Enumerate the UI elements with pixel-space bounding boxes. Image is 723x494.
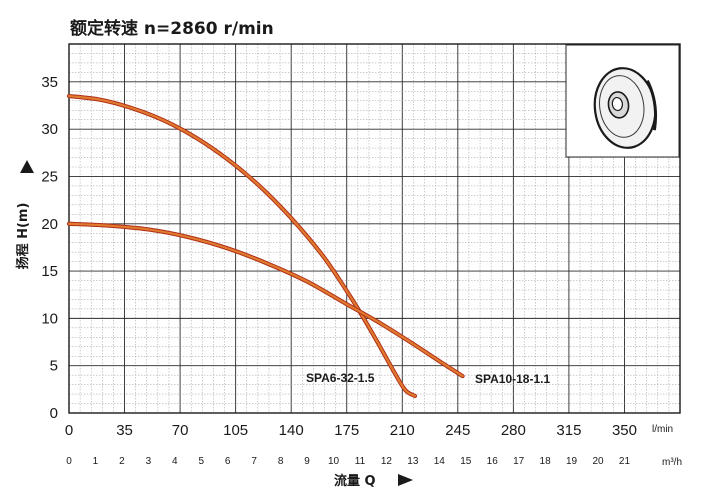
impeller-inset xyxy=(565,44,680,158)
x-unit-bottom: m³/h xyxy=(662,457,682,468)
x-axis-arrow-icon xyxy=(398,474,413,486)
y-tick-label: 5 xyxy=(50,358,58,375)
x2-tick-label: 17 xyxy=(513,456,525,467)
x-axis-title: 流量 Q xyxy=(334,473,413,489)
x2-tick-label: 11 xyxy=(355,456,366,467)
y-tick-label: 15 xyxy=(41,263,58,280)
curves-layer xyxy=(66,93,465,399)
series-line-spa10-outline xyxy=(66,221,465,379)
x2-tick-label: 8 xyxy=(278,456,284,467)
y-axis-title: 扬程 H(m) xyxy=(15,160,34,269)
x2-tick-label: 5 xyxy=(198,456,204,467)
x2-tick-label: 2 xyxy=(119,456,125,467)
x-tick-label: 35 xyxy=(116,422,133,439)
x-tick-label: 315 xyxy=(556,422,581,439)
x2-tick-label: 18 xyxy=(540,456,552,467)
x-axis-ticks-m3h: 0 1 2 3 4 5 6 7 8 9 10 11 12 13 14 15 16 17 18 19 20 21 xyxy=(66,456,630,467)
x-tick-label: 350 xyxy=(612,422,637,439)
x-axis-ticks-lpm: 0 35 70 105 140 175 210 245 280 315 350 xyxy=(65,422,637,439)
x2-tick-label: 19 xyxy=(566,456,578,467)
x-tick-label: 245 xyxy=(445,422,470,439)
x2-tick-label: 9 xyxy=(304,456,310,467)
y-axis-label: 扬程 H(m) xyxy=(15,203,31,270)
chart-title: 额定转速 n=2860 r/min xyxy=(70,18,274,39)
x-unit-top: l/min xyxy=(652,424,673,435)
series-line-spa10 xyxy=(67,222,464,378)
series-label-spa6: SPA6-32-1.5 xyxy=(306,371,375,385)
y-tick-label: 35 xyxy=(41,74,58,91)
y-tick-label: 0 xyxy=(50,405,58,422)
x2-tick-label: 16 xyxy=(487,456,499,467)
x2-tick-label: 10 xyxy=(328,456,340,467)
y-axis-arrow-icon xyxy=(20,160,34,173)
x2-tick-label: 6 xyxy=(225,456,231,467)
x2-tick-label: 0 xyxy=(66,456,72,467)
x2-tick-label: 3 xyxy=(146,456,152,467)
plot-frame xyxy=(68,43,681,414)
y-tick-label: 20 xyxy=(41,216,58,233)
x-tick-label: 105 xyxy=(223,422,248,439)
series-label-spa10: SPA10-18-1.1 xyxy=(475,372,550,386)
x2-tick-label: 15 xyxy=(460,456,472,467)
y-tick-label: 25 xyxy=(41,168,58,185)
x-tick-label: 210 xyxy=(390,422,415,439)
series-line-spa6 xyxy=(67,94,417,398)
x-tick-label: 140 xyxy=(279,422,304,439)
y-tick-label: 30 xyxy=(41,121,58,138)
x2-tick-label: 7 xyxy=(251,456,257,467)
x-tick-label: 175 xyxy=(334,422,359,439)
x-tick-label: 0 xyxy=(65,422,73,439)
x2-tick-label: 1 xyxy=(93,456,99,467)
y-axis-ticks: 0 5 10 15 20 25 30 35 xyxy=(41,74,58,422)
x-tick-label: 280 xyxy=(501,422,526,439)
y-tick-label: 10 xyxy=(41,310,58,327)
impeller-icon xyxy=(593,67,658,149)
x2-tick-label: 14 xyxy=(434,456,446,467)
x-axis-label: 流量 Q xyxy=(334,473,376,489)
x2-tick-label: 20 xyxy=(592,456,604,467)
x2-tick-label: 21 xyxy=(619,456,631,467)
series-line-spa6-outline xyxy=(66,93,418,399)
x2-tick-label: 13 xyxy=(407,456,419,467)
x-tick-label: 70 xyxy=(172,422,189,439)
x2-tick-label: 12 xyxy=(381,456,393,467)
x2-tick-label: 4 xyxy=(172,456,178,467)
